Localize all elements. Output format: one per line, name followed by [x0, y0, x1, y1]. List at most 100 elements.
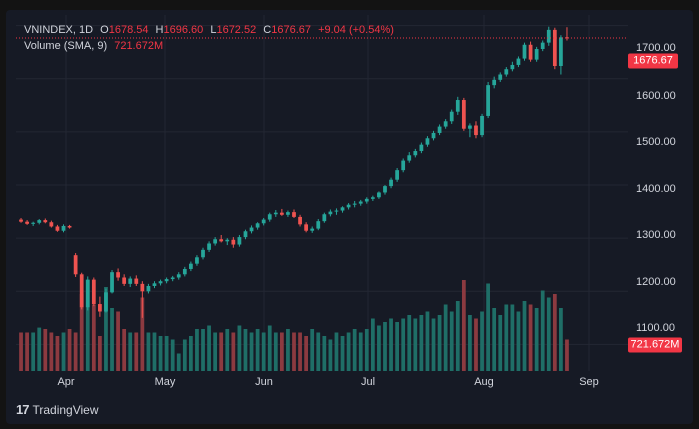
candle-body	[298, 216, 302, 225]
candle-body	[164, 279, 169, 282]
volume-bar	[449, 311, 454, 371]
chart-pane[interactable]	[16, 15, 628, 371]
candle-body	[85, 279, 90, 308]
volume-bar	[61, 332, 66, 371]
time-tick: Aug	[474, 376, 494, 388]
volume-bar	[522, 301, 527, 371]
candle-body	[559, 37, 563, 67]
candle-body	[468, 125, 472, 129]
candle-body	[437, 126, 442, 133]
volume-bar	[334, 332, 339, 371]
volume-bar	[213, 332, 218, 371]
volume-bar	[201, 329, 205, 371]
candle-body	[261, 219, 266, 224]
candle-body	[407, 155, 412, 161]
candle-body	[504, 69, 509, 75]
low-value: 1672.52	[216, 24, 257, 36]
candlestick-chart[interactable]	[16, 15, 628, 371]
time-tick: Apr	[57, 376, 75, 388]
volume-legend-row: Volume (SMA, 9) 721.672M	[24, 38, 394, 54]
candle-body	[267, 214, 272, 220]
time-axis[interactable]: Apr May Jun Jul Aug Sep	[16, 372, 628, 392]
volume-bar	[310, 329, 315, 371]
time-tick: Sep	[579, 376, 599, 388]
volume-bar	[231, 332, 236, 371]
candle-body	[122, 277, 127, 284]
candle-body	[255, 223, 260, 228]
volume-bar	[292, 332, 296, 371]
symbol-name[interactable]: VNINDEX	[24, 24, 73, 36]
volume-indicator-label[interactable]: Volume (SMA, 9)	[24, 40, 108, 52]
volume-bar	[31, 332, 36, 371]
volume-bar	[134, 332, 139, 371]
volume-bar	[261, 332, 266, 371]
volume-bar	[377, 325, 381, 371]
volume-bar	[207, 325, 211, 371]
volume-bar	[389, 318, 393, 371]
volume-bar	[528, 304, 533, 371]
candle-body	[565, 37, 569, 39]
volume-bar	[504, 304, 509, 371]
volume-bar	[565, 339, 569, 371]
candle-body	[104, 292, 108, 312]
volume-bar	[91, 304, 96, 371]
candle-body	[67, 225, 72, 228]
candle-body	[213, 239, 218, 244]
close-value: 1676.67	[271, 24, 311, 36]
candle-body	[455, 100, 460, 112]
volume-bar	[304, 336, 309, 371]
volume-bar	[286, 329, 290, 371]
price-axis[interactable]: 1700.00 1600.00 1500.00 1400.00 1300.00 …	[628, 15, 688, 371]
price-tick: 1400.00	[636, 183, 676, 195]
volume-bar	[79, 294, 84, 371]
volume-bar	[431, 318, 436, 371]
candle-body	[510, 64, 515, 70]
volume-bar	[395, 322, 400, 371]
volume-bar	[510, 304, 515, 371]
candle-body	[364, 198, 369, 202]
candle-body	[110, 272, 114, 293]
candle-body	[395, 170, 400, 180]
chart-legend: VNINDEX, 1D O1678.54 H1696.60 L1672.52 C…	[24, 22, 394, 54]
candle-body	[182, 268, 187, 275]
volume-bar	[401, 318, 406, 371]
high-value: 1696.60	[163, 24, 204, 36]
volume-bar	[152, 332, 157, 371]
volume-bar	[176, 353, 181, 371]
candle-body	[207, 243, 211, 250]
candle-body	[516, 58, 521, 65]
change-value: +9.04 (+0.54%)	[318, 24, 394, 36]
volume-bar	[492, 308, 497, 371]
tradingview-logo[interactable]: 17 TradingView	[16, 402, 99, 417]
candle-body	[73, 255, 78, 275]
tradingview-logo-text: TradingView	[32, 402, 99, 417]
candle-body	[49, 222, 54, 227]
volume-bar	[279, 332, 284, 371]
candle-body	[443, 121, 448, 127]
candle-body	[55, 226, 60, 231]
volume-bar	[298, 332, 302, 371]
candle-body	[79, 274, 84, 308]
volume-bar	[158, 336, 163, 371]
interval-label[interactable]: 1D	[79, 24, 94, 36]
candle-body	[358, 201, 363, 204]
volume-bar	[67, 329, 72, 371]
candle-body	[19, 219, 23, 222]
candle-body	[91, 279, 96, 305]
candle-body	[116, 272, 120, 278]
volume-bar	[273, 332, 278, 371]
volume-bar	[98, 336, 102, 371]
volume-bar	[73, 332, 78, 371]
candle-body	[225, 239, 230, 242]
candle-body	[425, 138, 430, 145]
candle-body	[128, 278, 133, 284]
candle-body	[25, 221, 29, 224]
candle-body	[498, 74, 503, 80]
candle-body	[540, 42, 545, 50]
candle-body	[389, 179, 393, 187]
volume-value-badge: 721.672M	[628, 337, 682, 353]
volume-bar	[407, 315, 412, 371]
candle-body	[195, 257, 199, 264]
volume-bar	[346, 332, 351, 371]
volume-bar	[474, 318, 478, 371]
